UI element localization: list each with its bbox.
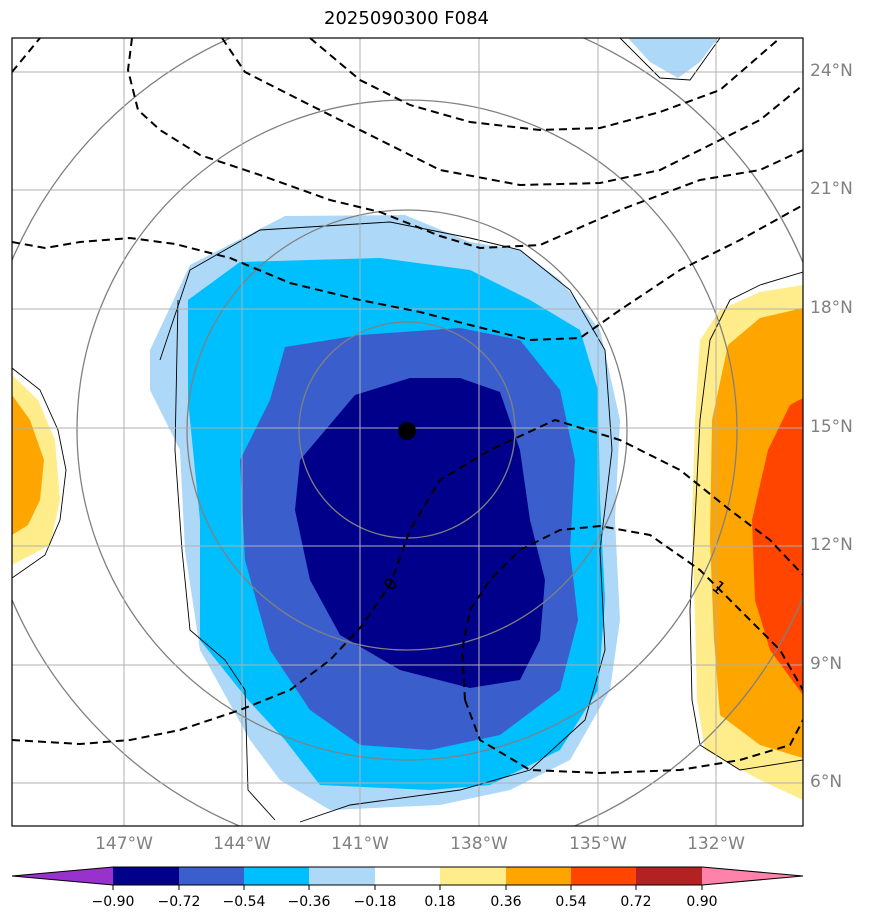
lon-label-138w: 138°W: [450, 834, 508, 854]
lat-label-12n: 12°N: [810, 535, 853, 555]
colorbar-tick-label: −0.90: [91, 894, 135, 910]
plot-frame: [11, 37, 804, 827]
colorbar-tick-label: −0.36: [287, 894, 331, 910]
colorbar-tick-label: 0.90: [686, 894, 718, 910]
lat-label-18n: 18°N: [810, 298, 853, 318]
colorbar-segment: [506, 867, 571, 885]
colorbar-segment: [113, 867, 179, 885]
colorbar-tick-label: −0.72: [157, 894, 201, 910]
lon-label-141w: 141°W: [331, 834, 389, 854]
colorbar-tick-label: −0.54: [222, 894, 266, 910]
colorbar-segment: [244, 867, 309, 885]
dashed-contours: [12, 38, 803, 775]
colorbar-segment: [571, 867, 636, 885]
lat-label-6n: 6°N: [810, 772, 843, 792]
colorbar-tick-label: −0.18: [353, 894, 397, 910]
map-title: 2025090300 F084: [324, 8, 489, 29]
lon-label-144w: 144°W: [213, 834, 271, 854]
colorbar-extend-low: [12, 867, 113, 885]
colorbar-extend-high: [702, 867, 803, 885]
colorbar-tick-label: 0.36: [490, 894, 522, 910]
colorbar-segment: [375, 867, 440, 885]
outline-contours: [12, 38, 803, 823]
lon-label-147w: 147°W: [95, 834, 153, 854]
colorbar-segment: [636, 867, 702, 885]
anomaly-fill-neg-018-top: [628, 38, 718, 78]
storm-center-marker: [398, 422, 416, 440]
colorbar-tick-label: 0.72: [620, 894, 652, 910]
colorbar-segment: [179, 867, 244, 885]
lat-label-24n: 24°N: [810, 61, 853, 81]
lon-label-135w: 135°W: [569, 834, 627, 854]
colorbar-tick-label: 0.18: [424, 894, 456, 910]
lat-label-15n: 15°N: [810, 417, 853, 437]
colorbar-segment: [440, 867, 506, 885]
colorbar: [11, 866, 804, 890]
lon-label-132w: 132°W: [687, 834, 745, 854]
colorbar-segment: [309, 867, 375, 885]
lat-label-21n: 21°N: [810, 179, 853, 199]
lat-label-9n: 9°N: [810, 654, 843, 674]
anomaly-fill-pos-036-west: [12, 395, 44, 535]
colorbar-tick-label: 0.54: [555, 894, 587, 910]
